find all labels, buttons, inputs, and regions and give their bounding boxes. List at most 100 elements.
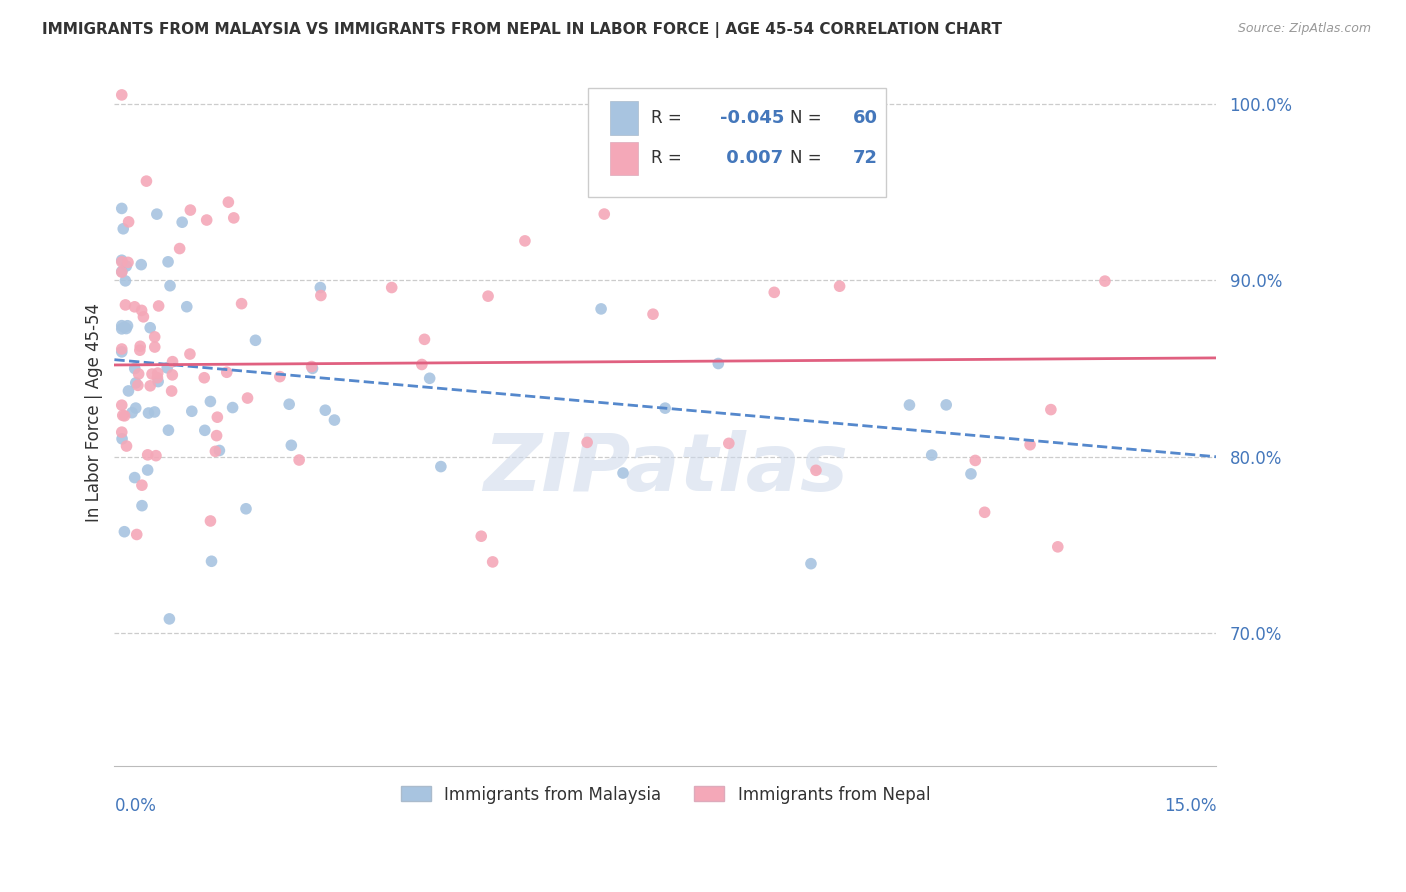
Point	[136, 448, 159, 462]
Point	[124, 470, 146, 484]
Point	[169, 242, 191, 256]
Point	[143, 405, 166, 419]
Point	[763, 285, 786, 300]
Text: 0.007: 0.007	[720, 150, 783, 168]
Point	[193, 370, 215, 384]
Point	[179, 347, 201, 361]
Point	[131, 303, 153, 318]
Point	[157, 423, 180, 437]
Point	[136, 463, 159, 477]
Point	[217, 195, 239, 210]
Point	[132, 310, 155, 324]
Point	[278, 397, 301, 411]
Text: ZIPatlas: ZIPatlas	[482, 430, 848, 508]
Point	[148, 299, 170, 313]
Point	[717, 436, 740, 450]
Point	[111, 344, 134, 359]
Point	[146, 366, 169, 380]
Point	[481, 555, 503, 569]
Point	[828, 279, 851, 293]
Point	[576, 435, 599, 450]
Point	[146, 207, 169, 221]
Point	[208, 443, 231, 458]
Point	[477, 289, 499, 303]
Text: N =: N =	[790, 150, 827, 168]
Point	[162, 354, 184, 368]
Point	[117, 318, 139, 333]
Point	[200, 394, 222, 409]
Y-axis label: In Labor Force | Age 45-54: In Labor Force | Age 45-54	[86, 303, 103, 522]
Point	[1046, 540, 1069, 554]
Point	[411, 358, 433, 372]
Point	[111, 264, 134, 278]
Point	[245, 334, 267, 348]
Point	[117, 384, 139, 398]
Point	[146, 375, 169, 389]
Point	[800, 557, 823, 571]
Point	[269, 369, 291, 384]
Point	[111, 409, 134, 423]
Point	[129, 339, 152, 353]
Point	[114, 409, 136, 423]
Text: 0.0%: 0.0%	[114, 797, 156, 815]
Point	[138, 406, 160, 420]
Point	[125, 527, 148, 541]
Point	[112, 320, 135, 334]
Point	[221, 401, 243, 415]
Point	[129, 258, 152, 272]
Point	[124, 361, 146, 376]
Point	[288, 453, 311, 467]
Point	[222, 211, 245, 225]
Point	[205, 428, 228, 442]
Point	[180, 404, 202, 418]
Point	[470, 529, 492, 543]
Point	[115, 439, 138, 453]
Point	[146, 370, 169, 384]
Point	[898, 398, 921, 412]
Point	[121, 406, 143, 420]
Text: 60: 60	[852, 109, 877, 128]
Point	[111, 398, 134, 412]
Point	[641, 307, 664, 321]
Text: R =: R =	[651, 109, 688, 128]
Point	[112, 221, 135, 235]
Point	[157, 255, 180, 269]
Point	[112, 524, 135, 539]
Point	[124, 300, 146, 314]
Point	[280, 438, 302, 452]
Point	[309, 280, 332, 294]
Point	[139, 379, 162, 393]
Point	[139, 320, 162, 334]
Point	[111, 425, 134, 439]
Point	[513, 234, 536, 248]
Point	[111, 265, 134, 279]
Point	[381, 280, 404, 294]
Point	[179, 203, 201, 218]
Point	[654, 401, 676, 416]
Point	[117, 255, 139, 269]
Point	[159, 278, 181, 293]
Point	[215, 365, 238, 379]
Point	[419, 371, 441, 385]
Point	[200, 554, 222, 568]
Point	[111, 318, 134, 333]
Point	[612, 466, 634, 480]
Text: 15.0%: 15.0%	[1164, 797, 1216, 815]
Point	[960, 467, 983, 481]
Point	[207, 410, 229, 425]
Point	[593, 207, 616, 221]
Point	[115, 321, 138, 335]
Point	[111, 432, 134, 446]
Text: 72: 72	[852, 150, 877, 168]
Point	[111, 253, 134, 268]
FancyBboxPatch shape	[610, 142, 638, 176]
Point	[1019, 438, 1042, 452]
Point	[172, 215, 194, 229]
FancyBboxPatch shape	[610, 102, 638, 136]
Point	[200, 514, 222, 528]
Text: N =: N =	[790, 109, 827, 128]
Point	[128, 343, 150, 358]
Point	[111, 322, 134, 336]
Point	[162, 368, 184, 382]
Point	[131, 478, 153, 492]
